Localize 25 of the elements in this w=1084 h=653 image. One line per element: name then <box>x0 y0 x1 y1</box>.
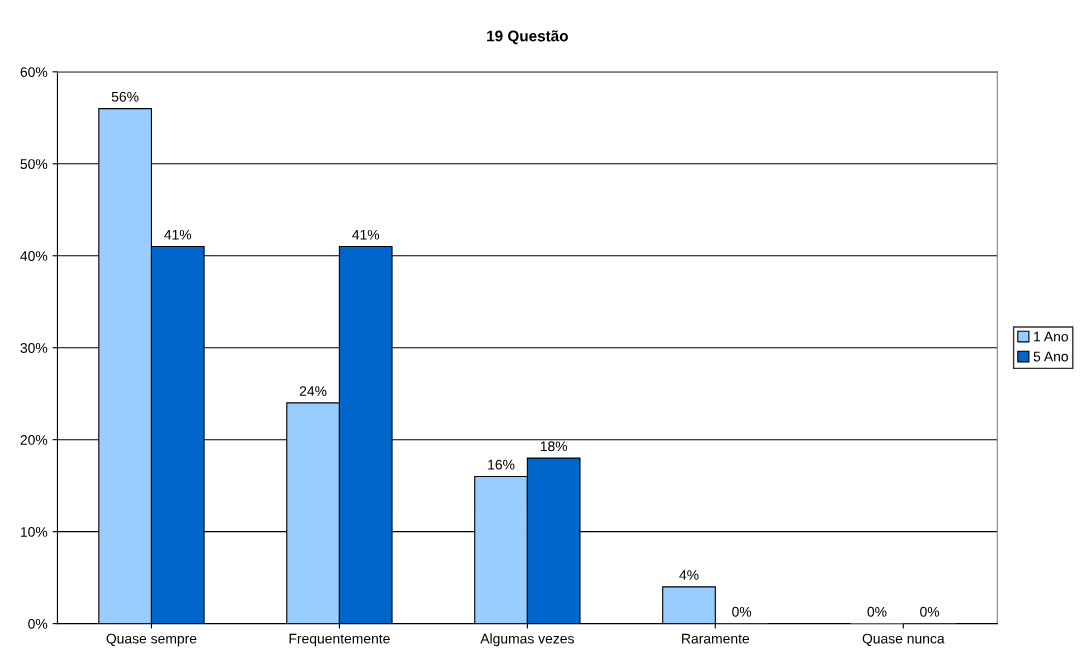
x-tick-label: Algumas vezes <box>480 633 574 647</box>
data-label: 18% <box>540 441 568 452</box>
legend-label: 1 Ano <box>1034 331 1069 342</box>
data-label: 56% <box>111 91 139 102</box>
chart-title: 19 Questão <box>487 30 568 45</box>
data-label: 41% <box>164 229 192 240</box>
y-tick-label: 50% <box>20 159 48 169</box>
data-label: 0% <box>867 606 887 617</box>
y-tick-label: 10% <box>20 526 48 537</box>
y-tick-label: 30% <box>20 343 48 353</box>
data-label: 16% <box>488 459 515 470</box>
x-tick-label: Quase sempre <box>106 633 197 647</box>
data-label: 41% <box>352 229 380 240</box>
data-label: 0% <box>732 606 752 617</box>
x-tick-label: Quase nunca <box>862 633 945 647</box>
data-label: 24% <box>299 386 327 396</box>
data-label: 0% <box>920 606 940 617</box>
y-tick-label: 20% <box>20 435 48 445</box>
y-tick-label: 60% <box>20 67 48 77</box>
y-tick-label: 40% <box>20 251 48 261</box>
x-tick-label: Frequentemente <box>289 633 390 647</box>
data-label: 4% <box>679 570 699 580</box>
legend-label: 5 Ano <box>1033 351 1069 362</box>
y-tick-label: 0% <box>28 618 48 629</box>
x-tick-label: Raramente <box>682 633 750 644</box>
